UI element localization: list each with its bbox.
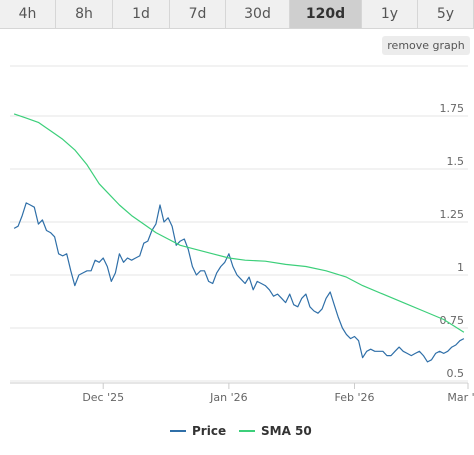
legend-item-sma50[interactable]: SMA 50 <box>239 421 312 441</box>
tab-8h[interactable]: 8h <box>56 0 113 29</box>
tab-1d[interactable]: 1d <box>113 0 170 29</box>
sma50-series-line <box>13 113 465 333</box>
price-series-line <box>13 202 465 363</box>
y-tick-label: 1.75 <box>440 102 465 115</box>
tab-30d[interactable]: 30d <box>226 0 290 29</box>
x-tick-label: Jan '26 <box>209 391 247 404</box>
legend-item-price[interactable]: Price <box>170 421 226 441</box>
tab-4h[interactable]: 4h <box>0 0 56 29</box>
tab-5y[interactable]: 5y <box>418 0 474 29</box>
y-tick-label: 1.25 <box>440 208 465 221</box>
y-tick-label: 1.5 <box>447 155 465 168</box>
tab-7d[interactable]: 7d <box>170 0 226 29</box>
tab-1y[interactable]: 1y <box>362 0 418 29</box>
remove-graph-button[interactable]: remove graph <box>382 36 470 55</box>
chart-legend: Price SMA 50 <box>0 421 474 441</box>
tab-120d[interactable]: 120d <box>290 0 362 29</box>
y-tick-label: 0.75 <box>440 314 465 327</box>
price-chart: 0.5 0.75 1 1.25 1.5 1.75 Dec '25 Jan '26 Feb '26… <box>10 65 474 404</box>
legend-label-sma50: SMA 50 <box>261 424 312 438</box>
legend-swatch-sma50 <box>239 430 255 432</box>
x-tick-label: Mar '26 <box>447 391 474 404</box>
x-tick-label: Feb '26 <box>335 391 375 404</box>
y-tick-label: 0.5 <box>447 367 465 380</box>
y-tick-label: 1 <box>457 261 464 274</box>
time-range-tabs: 4h 8h 1d 7d 30d 120d 1y 5y <box>0 0 474 30</box>
legend-swatch-price <box>170 430 186 432</box>
x-tick-label: Dec '25 <box>82 391 124 404</box>
legend-label-price: Price <box>192 424 227 438</box>
